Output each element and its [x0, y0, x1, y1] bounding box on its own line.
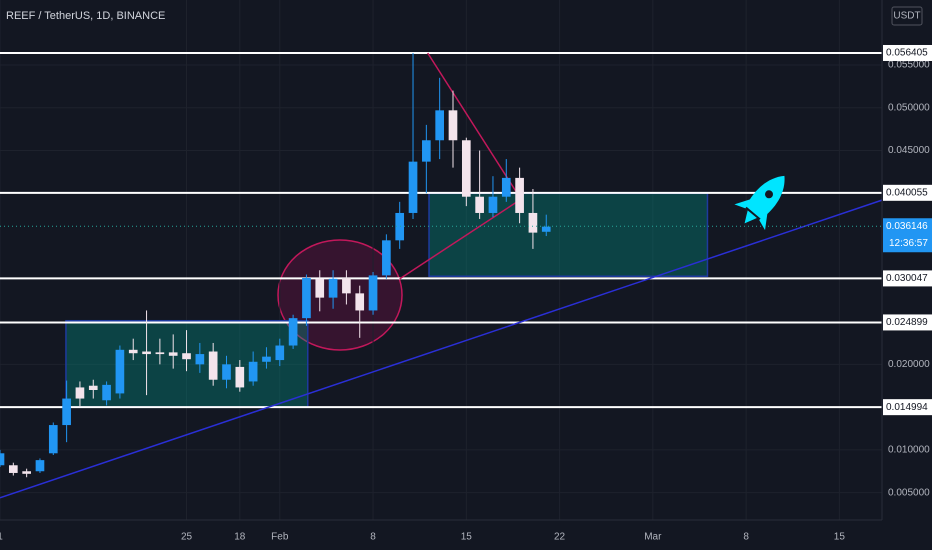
candle-body	[22, 471, 31, 474]
last-price-box	[883, 218, 932, 253]
level-label: 0.040055	[886, 187, 928, 198]
x-tick-label: 15	[461, 532, 473, 543]
candle-body	[88, 385, 98, 390]
level-label: 0.024899	[886, 317, 928, 328]
candle-body	[541, 226, 551, 232]
x-tick-label: Mar	[644, 532, 662, 543]
level-label: 0.014994	[886, 402, 928, 413]
level-label-box	[883, 44, 932, 61]
candle-body	[222, 364, 231, 380]
plot	[0, 0, 883, 520]
candle-body	[275, 345, 285, 361]
candle-body	[75, 387, 85, 399]
candle-body	[342, 277, 351, 294]
y-tick-label: 0.055000	[888, 60, 930, 71]
level-label-box	[883, 270, 932, 287]
candle-body	[102, 384, 111, 401]
candle-body	[182, 353, 191, 360]
trend-line	[399, 198, 522, 280]
candle-body	[501, 177, 511, 197]
x-tick-label: 1	[0, 532, 3, 543]
x-tick-label: 25	[181, 532, 193, 543]
candle-body	[195, 354, 205, 365]
candle-body	[382, 240, 391, 276]
candle-body	[475, 196, 484, 213]
x-tick-label: Feb	[271, 532, 289, 543]
candle-body	[128, 349, 138, 354]
x-tick-label: 8	[743, 532, 749, 543]
candle-body	[0, 453, 5, 466]
candle-body	[35, 460, 45, 472]
candle-body	[142, 351, 151, 355]
candle-body	[435, 110, 444, 141]
candle-body	[168, 352, 178, 356]
candle-body	[248, 361, 258, 382]
candle-body	[262, 356, 271, 362]
candle-body	[328, 278, 338, 298]
currency-box	[891, 6, 923, 26]
candle-body	[115, 349, 125, 394]
x-tick-label: 22	[554, 532, 566, 543]
level-label-box	[883, 314, 932, 331]
candle-body	[528, 212, 538, 233]
candle-body	[315, 278, 325, 298]
axis-layer: 0.005000 0.010000 0.020000 0.045000 0.050000…	[0, 44, 932, 543]
candle-body	[408, 161, 418, 213]
level-label-box	[883, 399, 932, 416]
x-tick-label: 18	[234, 532, 246, 543]
candle-body	[448, 110, 458, 141]
rocket-icon	[734, 175, 785, 231]
x-tick-label: 8	[370, 532, 376, 543]
candle-body	[8, 465, 18, 473]
candle-body	[302, 277, 311, 319]
candle-body	[208, 351, 218, 380]
y-tick-label: 0.010000	[888, 445, 930, 456]
candle-body	[368, 275, 378, 311]
trend-line	[427, 52, 519, 196]
y-tick-label: 0.045000	[888, 145, 930, 156]
candle-body	[422, 140, 431, 162]
x-tick-label: 15	[834, 532, 846, 543]
level-label: 0.056405	[886, 48, 928, 59]
candle-body	[461, 140, 471, 197]
last-price-label: 0.036146	[886, 221, 928, 232]
currency: USDT	[893, 11, 920, 22]
candle-body	[515, 177, 524, 213]
candle-body	[488, 196, 498, 213]
countdown: 12:36:57	[889, 238, 928, 249]
candle-body	[395, 212, 405, 241]
candle-body	[62, 398, 71, 426]
candle-body	[235, 366, 245, 388]
trend-line	[0, 199, 883, 499]
candle-body	[155, 352, 165, 355]
level-label: 0.030047	[886, 273, 928, 284]
candle-body	[355, 293, 365, 311]
y-tick-label: 0.020000	[888, 359, 930, 370]
zone	[428, 192, 709, 277]
candle-body	[288, 318, 298, 346]
y-tick-label: 0.050000	[888, 102, 930, 113]
chart-title: REEF / TetherUS, 1D, BINANCE	[6, 10, 165, 22]
level-label-box	[883, 184, 932, 201]
y-tick-label: 0.005000	[888, 487, 930, 498]
candle-body	[48, 425, 58, 454]
